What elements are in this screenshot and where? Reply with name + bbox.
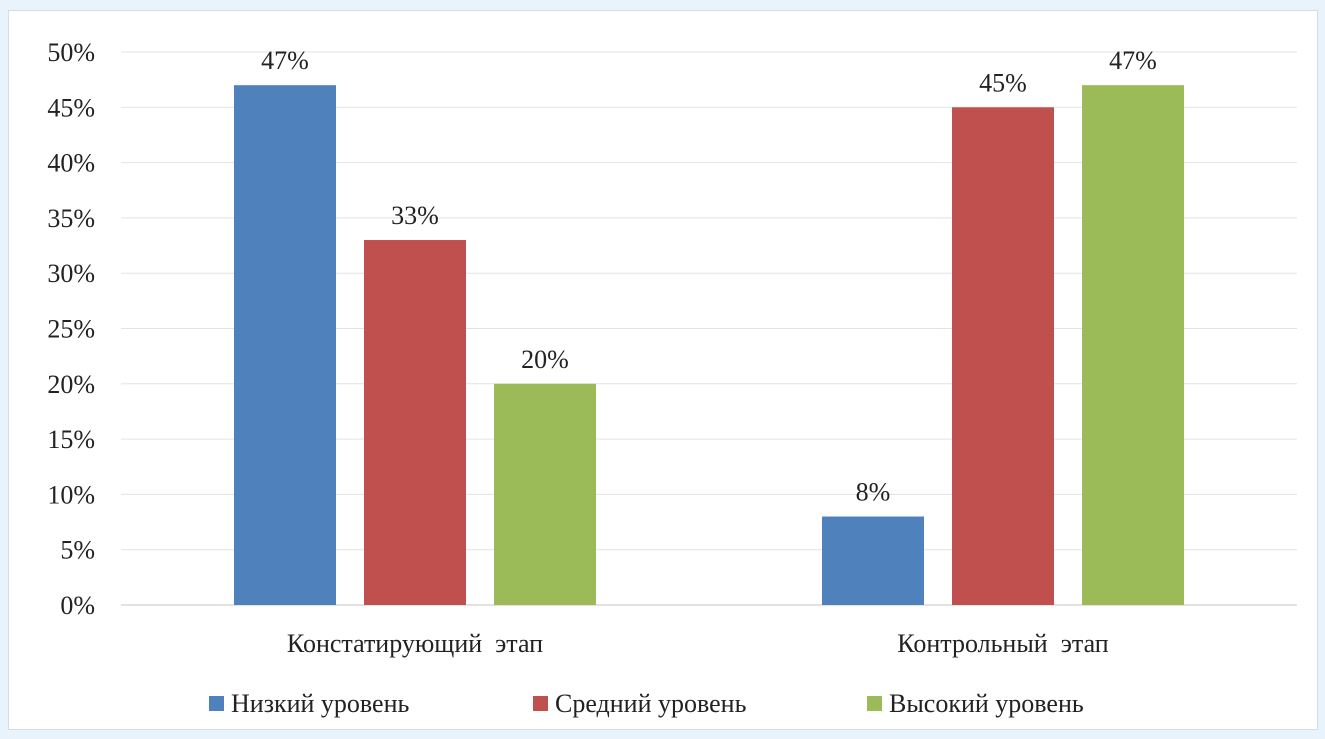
legend-swatch — [533, 696, 548, 711]
legend-item: Низкий уровень — [209, 689, 409, 718]
data-label: 47% — [1109, 46, 1157, 75]
y-tick-label: 10% — [47, 480, 95, 509]
chart-panel: 0% 5% 10% 15% 20% 25% 30% 35% 40% 45% 50% 47% 33% 20… — [8, 10, 1318, 730]
legend-item: Высокий уровень — [867, 689, 1084, 718]
y-axis-ticks: 0% 5% 10% 15% 20% 25% 30% 35% 40% 45% 50% — [47, 38, 95, 620]
x-axis-categories: Констатирующий этап Контрольный этап — [287, 629, 1109, 658]
data-label: 45% — [979, 68, 1027, 97]
y-tick-label: 25% — [47, 315, 95, 344]
y-tick-label: 50% — [47, 38, 95, 67]
y-tick-label: 45% — [47, 93, 95, 122]
y-tick-label: 15% — [47, 425, 95, 454]
y-tick-label: 40% — [47, 149, 95, 178]
y-tick-label: 30% — [47, 259, 95, 288]
bar — [1082, 85, 1184, 606]
data-label: 20% — [521, 345, 569, 374]
bar-chart: 0% 5% 10% 15% 20% 25% 30% 35% 40% 45% 50% 47% 33% 20… — [47, 38, 1297, 718]
bar — [822, 516, 924, 605]
y-tick-label: 0% — [60, 591, 95, 620]
data-label: 47% — [261, 46, 309, 75]
legend-item: Средний уровень — [533, 689, 747, 718]
bar — [952, 107, 1054, 606]
bar — [234, 85, 336, 606]
bar — [364, 240, 466, 605]
y-tick-label: 35% — [47, 204, 95, 233]
legend-label: Низкий уровень — [231, 689, 409, 718]
legend-swatch — [867, 696, 882, 711]
data-label: 33% — [391, 201, 439, 230]
bars — [234, 85, 1184, 606]
legend-label: Средний уровень — [555, 689, 747, 718]
data-labels: 47% 33% 20% 8% 45% 47% — [261, 46, 1157, 506]
bar — [494, 383, 596, 605]
legend: Низкий уровень Средний уровень Высокий уро… — [209, 689, 1084, 718]
category-label: Контрольный этап — [897, 629, 1108, 658]
data-label: 8% — [856, 478, 891, 507]
legend-label: Высокий уровень — [889, 689, 1084, 718]
y-tick-label: 5% — [60, 536, 95, 565]
y-tick-label: 20% — [47, 370, 95, 399]
category-label: Констатирующий этап — [287, 629, 543, 658]
legend-swatch — [209, 696, 224, 711]
